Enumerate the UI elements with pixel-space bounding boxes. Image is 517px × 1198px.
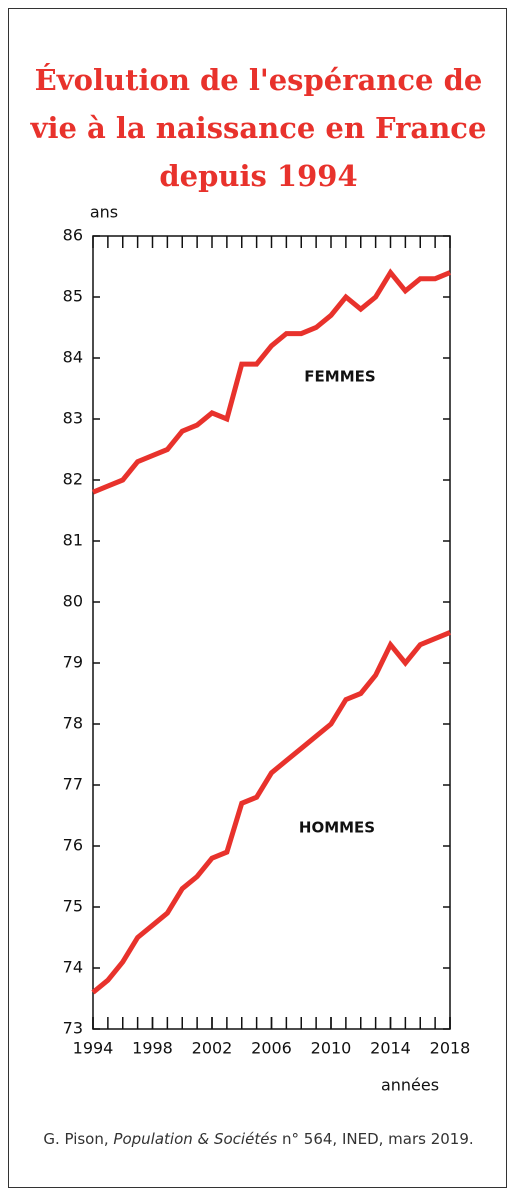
y-axis-label: ans (90, 203, 118, 222)
chart-title: Évolution de l'espérance de vie à la nai… (30, 63, 487, 193)
y-tick-label: 78 (63, 714, 83, 733)
x-tick-label: 2014 (370, 1039, 411, 1058)
source-details: n° 564, INED, mars 2019. (277, 1130, 474, 1148)
source-author: G. Pison, (43, 1130, 114, 1148)
y-tick-label: 79 (63, 653, 83, 672)
y-tick-label: 83 (63, 409, 83, 428)
y-tick-label: 86 (63, 226, 83, 245)
y-tick-label: 76 (63, 836, 83, 855)
series-label: HOMMES (299, 819, 375, 837)
y-tick-label: 74 (63, 958, 83, 977)
x-tick-label: 1994 (73, 1039, 114, 1058)
y-tick-label: 82 (63, 470, 83, 489)
x-tick-label: 1998 (132, 1039, 173, 1058)
y-tick-label: 75 (63, 897, 83, 916)
series-line (91, 630, 451, 995)
y-tick-label: 80 (63, 592, 83, 611)
x-tick-label: 2002 (192, 1039, 233, 1058)
source: G. Pison, Population & Sociétés n° 564, … (0, 1130, 517, 1148)
y-tick-label: 77 (63, 775, 83, 794)
frame (8, 8, 507, 1188)
series-line (92, 268, 451, 495)
x-axis-label: années (381, 1076, 439, 1095)
source-publication: Population & Sociétés (113, 1130, 278, 1148)
y-tick-label: 84 (63, 348, 83, 367)
y-tick-label: 73 (63, 1019, 83, 1038)
series-label: FEMMES (304, 368, 375, 386)
x-tick-label: 2006 (251, 1039, 292, 1058)
y-tick-label: 81 (63, 531, 83, 550)
y-tick-label: 85 (63, 287, 83, 306)
x-tick-label: 2010 (311, 1039, 352, 1058)
plot-frame (92, 235, 451, 1030)
x-tick-label: 2018 (430, 1039, 471, 1058)
chart: ans années 73 74 75 76 77 78 79 80 81 82 83 84 85 86 1… (63, 203, 471, 1095)
